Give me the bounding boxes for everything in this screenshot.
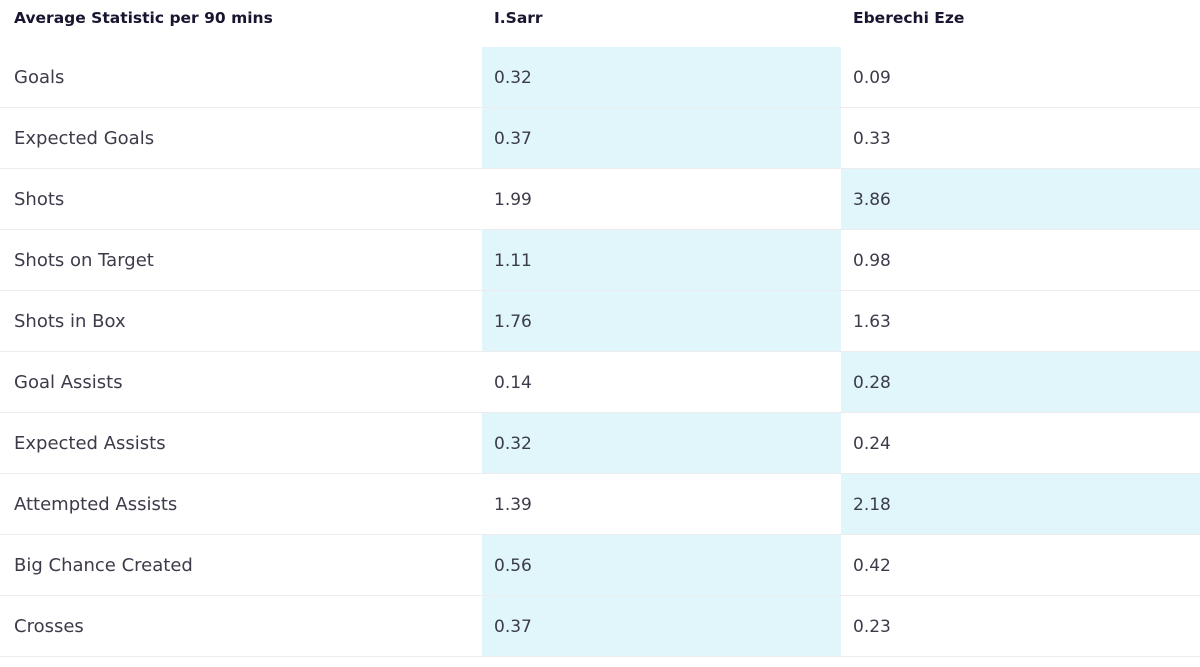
player-b-value: 0.23 [853,616,891,637]
stat-label: Crosses [14,616,84,637]
table-row: Expected Goals 0.37 0.33 [0,108,1200,169]
player-b-value: 2.18 [841,474,1200,535]
table-row: Goals 0.32 0.09 [0,47,1200,108]
player-b-value: 0.09 [853,67,891,88]
table-header: Average Statistic per 90 mins I.Sarr Ebe… [0,0,1200,47]
stat-label: Expected Goals [14,128,155,149]
table-row: Shots 1.99 3.86 [0,169,1200,230]
player-a-column-header: I.Sarr [494,9,543,27]
table-row: Shots on Target 1.11 0.98 [0,230,1200,291]
stat-label: Shots in Box [14,311,126,332]
player-a-value: 0.32 [482,47,841,108]
player-a-value: 0.37 [482,596,841,657]
player-a-value: 1.99 [494,189,532,210]
stat-label: Shots on Target [14,250,154,271]
table-row: Goal Assists 0.14 0.28 [0,352,1200,413]
table-row: Big Chance Created 0.56 0.42 [0,535,1200,596]
player-b-value: 0.28 [841,352,1200,413]
table-row: Attempted Assists 1.39 2.18 [0,474,1200,535]
player-a-value: 1.76 [482,291,841,352]
table-row: Crosses 0.37 0.23 [0,596,1200,657]
table-body: Goals 0.32 0.09 Expected Goals 0.37 0.33 Shots… [0,47,1200,657]
player-a-value: 0.32 [482,413,841,474]
stat-label: Goals [14,67,65,88]
player-a-value: 1.39 [494,494,532,515]
player-a-value: 0.37 [482,108,841,169]
player-a-value: 1.11 [482,230,841,291]
player-b-value: 3.86 [841,169,1200,230]
player-b-value: 0.24 [853,433,891,454]
stat-label: Shots [14,189,65,210]
player-b-value: 0.98 [853,250,891,271]
player-a-value: 0.56 [482,535,841,596]
stat-label: Attempted Assists [14,494,178,515]
table-row: Expected Assists 0.32 0.24 [0,413,1200,474]
stat-label: Big Chance Created [14,555,193,576]
player-b-value: 1.63 [853,311,891,332]
player-b-column-header: Eberechi Eze [853,9,965,27]
table-row: Shots in Box 1.76 1.63 [0,291,1200,352]
player-b-value: 0.33 [853,128,891,149]
stat-label: Expected Assists [14,433,166,454]
stat-label: Goal Assists [14,372,123,393]
player-a-value: 0.14 [494,372,532,393]
player-b-value: 0.42 [853,555,891,576]
stat-column-header: Average Statistic per 90 mins [14,9,273,27]
